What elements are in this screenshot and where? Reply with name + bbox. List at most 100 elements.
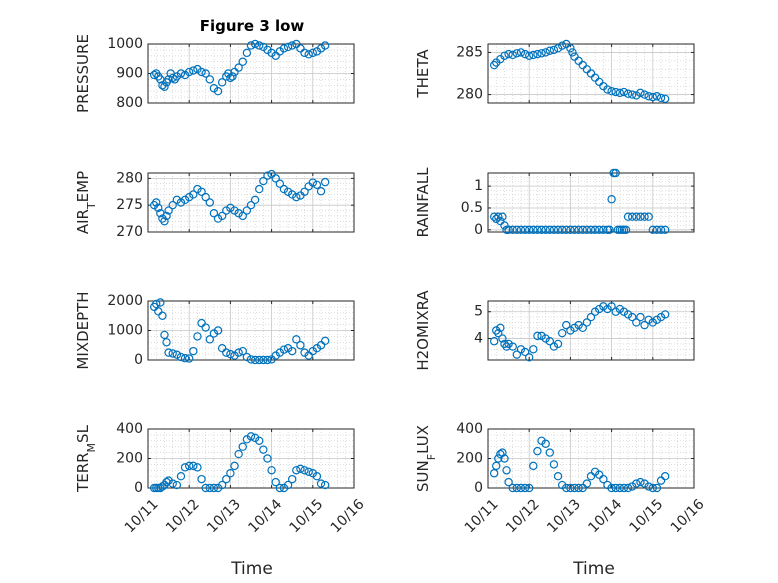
data-point: [304, 351, 313, 360]
data-point: [255, 436, 264, 445]
y-tick-label: 800: [116, 95, 143, 111]
data-point: [586, 472, 596, 481]
data-point: [292, 39, 301, 49]
data-point: [529, 345, 538, 354]
y-axis-label-pressure: PRESSURE: [74, 34, 92, 113]
data-point: [152, 198, 161, 207]
data-point: [541, 225, 550, 235]
y-tick-label: 0.5: [461, 200, 483, 216]
data-point: [197, 67, 206, 77]
data-point: [205, 75, 214, 84]
data-point: [176, 69, 186, 78]
y-axis-label-sun-flux: SUNFLUX: [414, 425, 438, 492]
data-point: [250, 195, 260, 205]
data-point: [636, 477, 645, 487]
data-point: [607, 195, 616, 204]
y-tick-label: 5: [474, 304, 483, 320]
data-point: [242, 206, 252, 215]
data-point: [168, 349, 177, 358]
data-point: [201, 323, 210, 332]
data-point: [217, 211, 227, 221]
data-point: [316, 187, 326, 196]
data-point: [242, 48, 252, 58]
data-point: [201, 483, 210, 493]
data-point: [525, 225, 534, 235]
data-point: [160, 82, 169, 91]
data-point: [516, 345, 526, 354]
data-point: [656, 312, 666, 322]
data-point: [489, 212, 499, 221]
data-point: [623, 310, 633, 319]
axes-box-theta: [487, 43, 695, 104]
data-point: [512, 350, 522, 359]
subplot-theta: 280 285 THETA: [414, 39, 695, 104]
data-point: [168, 479, 177, 488]
data-point: [632, 212, 641, 221]
data-point: [300, 466, 309, 475]
plot-area-theta: [488, 44, 694, 103]
data-point: [648, 225, 658, 235]
data-point: [189, 190, 198, 199]
data-point: [489, 60, 499, 70]
data-point: [557, 41, 567, 50]
data-point: [288, 346, 297, 356]
data-point: [615, 483, 625, 493]
data-point: [636, 312, 645, 322]
data-point: [557, 225, 567, 235]
data-point: [238, 346, 247, 356]
data-point: [611, 87, 620, 97]
data-point: [255, 41, 264, 50]
data-point: [603, 85, 612, 94]
data-point: [553, 44, 563, 53]
y-tick-label: 200: [116, 451, 143, 467]
data-point: [164, 348, 173, 357]
data-point: [640, 90, 649, 99]
data-point: [520, 347, 530, 357]
data-point: [525, 483, 534, 493]
data-point: [533, 49, 542, 59]
data-point: [599, 225, 608, 235]
data-point: [492, 326, 501, 335]
data-point: [603, 304, 612, 314]
data-point: [652, 225, 662, 235]
data-point: [611, 483, 620, 493]
data-point: [238, 211, 247, 221]
data-point: [267, 466, 276, 475]
data-point: [498, 334, 507, 343]
data-point: [222, 206, 231, 215]
y-tick-label: 0: [134, 480, 143, 496]
data-point: [660, 472, 670, 481]
data-point: [193, 184, 202, 194]
data-point: [545, 46, 555, 55]
data-point: [512, 225, 522, 235]
data-point: [283, 42, 293, 52]
data-point: [162, 477, 171, 487]
data-point: [529, 461, 538, 471]
data-point: [529, 225, 538, 235]
data-point: [300, 48, 309, 58]
data-point: [230, 206, 239, 215]
y-tick-label: 270: [116, 224, 143, 240]
data-point: [184, 461, 194, 471]
data-point: [566, 326, 575, 335]
data-point: [176, 472, 186, 481]
y-tick-label: 200: [456, 451, 483, 467]
data-point: [304, 50, 313, 59]
data-point: [656, 225, 666, 235]
data-point: [246, 432, 256, 441]
data-point: [213, 86, 223, 96]
data-point: [172, 480, 182, 490]
data-point: [230, 461, 239, 471]
data-point: [549, 460, 559, 469]
data-point: [590, 225, 600, 235]
data-point: [180, 195, 190, 205]
data-point: [226, 469, 235, 478]
data-point: [611, 307, 620, 316]
data-point: [537, 225, 546, 235]
data-point: [508, 225, 517, 235]
data-point: [502, 342, 511, 351]
data-point: [230, 67, 239, 77]
data-point: [570, 483, 579, 493]
data-point: [234, 449, 243, 459]
